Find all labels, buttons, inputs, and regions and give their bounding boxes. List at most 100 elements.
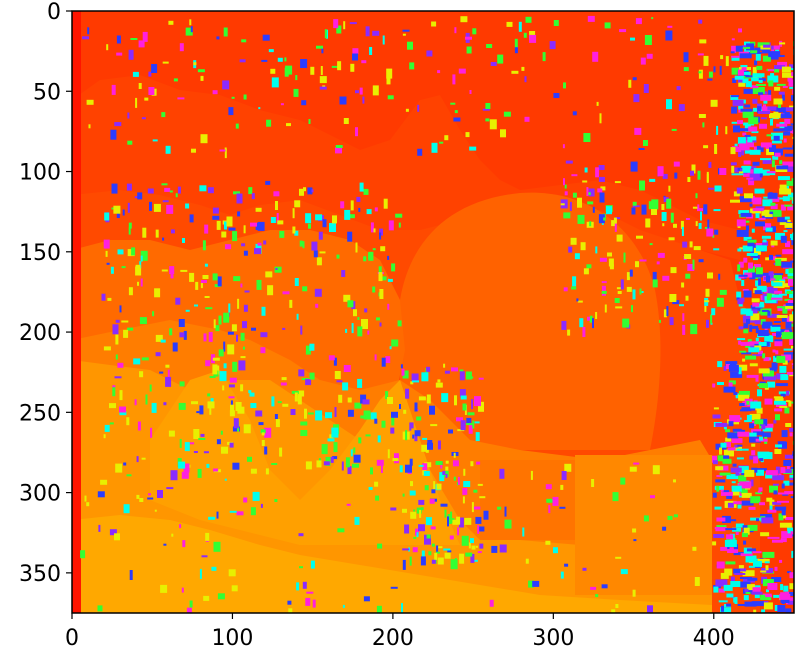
noise-speck (421, 444, 428, 452)
noise-speck (430, 526, 436, 530)
noise-speck (299, 188, 304, 196)
noise-speck (762, 55, 771, 62)
noise-speck (170, 271, 174, 279)
noise-speck (733, 392, 738, 395)
noise-speck (375, 495, 380, 501)
noise-speck (672, 300, 680, 305)
noise-speck (770, 325, 781, 332)
noise-speck (604, 22, 611, 29)
noise-speck (126, 417, 130, 426)
noise-speck (347, 466, 352, 475)
noise-speck (127, 327, 134, 331)
noise-speck (229, 510, 237, 513)
noise-speck (738, 81, 746, 87)
noise-speck (379, 322, 382, 327)
noise-speck (197, 69, 205, 73)
noise-speck (470, 553, 475, 563)
noise-speck (753, 560, 762, 567)
noise-speck (777, 306, 790, 309)
noise-speck (435, 461, 443, 465)
noise-speck (783, 138, 787, 143)
noise-speck (170, 470, 178, 481)
noise-speck (719, 472, 731, 476)
noise-speck (409, 62, 415, 70)
noise-speck (791, 72, 794, 77)
noise-speck (436, 551, 440, 554)
noise-speck (773, 128, 784, 132)
noise-speck (450, 102, 456, 105)
noise-speck (712, 541, 717, 546)
noise-speck (714, 527, 727, 530)
noise-speck (228, 303, 231, 313)
noise-speck (779, 522, 792, 528)
noise-speck (748, 179, 755, 186)
noise-speck (781, 261, 793, 268)
noise-speck (787, 205, 794, 211)
noise-speck (139, 371, 144, 378)
noise-speck (97, 491, 105, 498)
noise-speck (773, 490, 778, 495)
noise-speck (166, 204, 174, 214)
noise-speck (784, 222, 793, 228)
noise-speck (189, 214, 194, 223)
noise-speck (136, 494, 140, 499)
noise-speck (756, 518, 759, 522)
noise-speck (241, 39, 247, 43)
noise-speck (324, 29, 327, 39)
noise-speck (426, 394, 431, 404)
noise-speck (284, 57, 287, 62)
noise-speck (745, 432, 757, 437)
noise-speck (292, 208, 295, 219)
noise-speck (739, 53, 752, 59)
noise-speck (713, 248, 720, 251)
noise-speck (791, 550, 794, 558)
noise-speck (703, 55, 709, 66)
noise-speck (172, 342, 178, 352)
noise-speck (395, 213, 403, 218)
noise-speck (669, 317, 674, 326)
noise-speck (376, 605, 382, 613)
noise-speck (357, 326, 363, 337)
noise-speck (668, 237, 675, 241)
noise-speck (682, 324, 686, 335)
noise-speck (237, 298, 240, 309)
noise-speck (451, 367, 458, 372)
noise-speck (742, 110, 754, 118)
noise-speck (185, 203, 190, 209)
noise-speck (436, 546, 443, 549)
noise-speck (452, 460, 459, 467)
noise-speck (633, 539, 637, 542)
noise-speck (189, 600, 193, 608)
noise-speck (453, 452, 456, 458)
noise-speck (350, 63, 355, 72)
noise-speck (307, 412, 314, 415)
noise-speck (341, 270, 346, 277)
noise-speck (722, 490, 730, 493)
noise-speck (780, 114, 792, 119)
noise-speck (232, 426, 240, 432)
noise-speck (256, 279, 262, 290)
noise-speck (337, 61, 342, 71)
noise-speck (224, 478, 227, 481)
noise-speck (479, 543, 484, 549)
noise-speck (236, 193, 243, 204)
noise-speck (775, 444, 782, 448)
noise-speck (165, 364, 170, 368)
noise-speck (732, 527, 741, 532)
noise-speck (791, 345, 794, 349)
noise-speck (409, 422, 412, 431)
noise-speck (682, 241, 688, 248)
noise-speck (220, 430, 223, 435)
noise-speck (491, 545, 498, 553)
noise-speck (126, 183, 132, 191)
noise-speck (277, 57, 283, 62)
noise-speck (521, 66, 525, 71)
noise-speck (712, 455, 717, 463)
noise-speck (775, 506, 787, 511)
noise-speck (746, 584, 755, 591)
noise-speck (162, 61, 169, 64)
noise-speck (736, 229, 749, 237)
noise-speck (440, 463, 443, 469)
noise-speck (561, 471, 567, 480)
